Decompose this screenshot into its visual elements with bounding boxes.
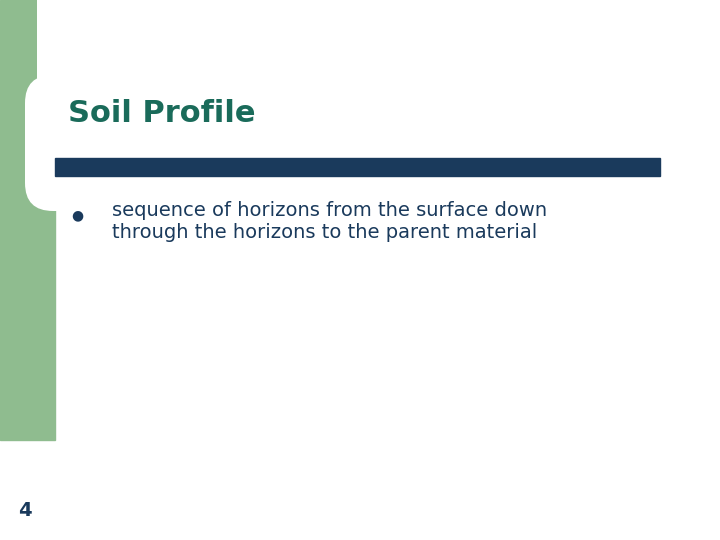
Bar <box>0 105 55 440</box>
Text: ●: ● <box>71 208 83 222</box>
Text: sequence of horizons from the surface down: sequence of horizons from the surface do… <box>112 200 547 219</box>
Text: through the horizons to the parent material: through the horizons to the parent mater… <box>112 224 537 242</box>
Bar <box>0 0 270 105</box>
Text: 4: 4 <box>18 501 32 519</box>
Bar <box>55 0 720 115</box>
Text: Soil Profile: Soil Profile <box>68 99 256 128</box>
FancyBboxPatch shape <box>37 0 133 123</box>
FancyBboxPatch shape <box>25 75 161 211</box>
Bar <box>55 158 660 176</box>
